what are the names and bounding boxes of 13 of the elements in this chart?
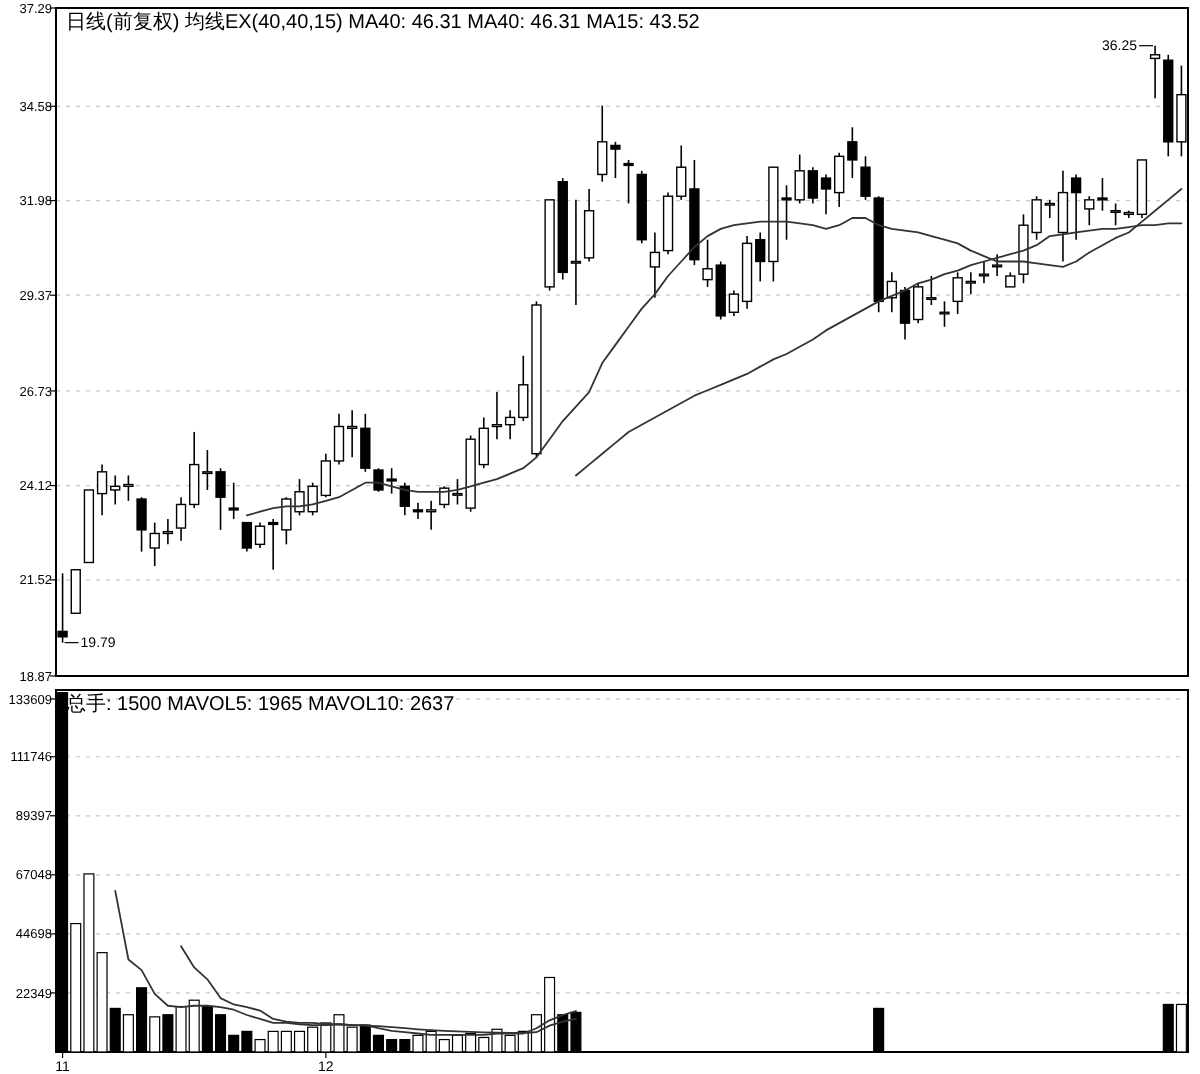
line-series <box>114 889 577 1036</box>
candlestick <box>1149 44 1161 100</box>
candlestick <box>228 481 239 520</box>
candlestick <box>70 569 81 614</box>
candlestick <box>978 260 990 285</box>
candlestick <box>649 231 661 299</box>
chart-title: 日线(前复权) 均线EX(40,40,15) MA40: 46.31 MA40: 46.31 MA15: 43.52 <box>66 10 701 34</box>
candlestick <box>939 300 950 328</box>
candlestick <box>991 253 1003 277</box>
candlestick <box>583 188 595 263</box>
candlestick <box>623 159 634 205</box>
candlestick <box>860 155 871 201</box>
candlestick <box>136 496 147 553</box>
